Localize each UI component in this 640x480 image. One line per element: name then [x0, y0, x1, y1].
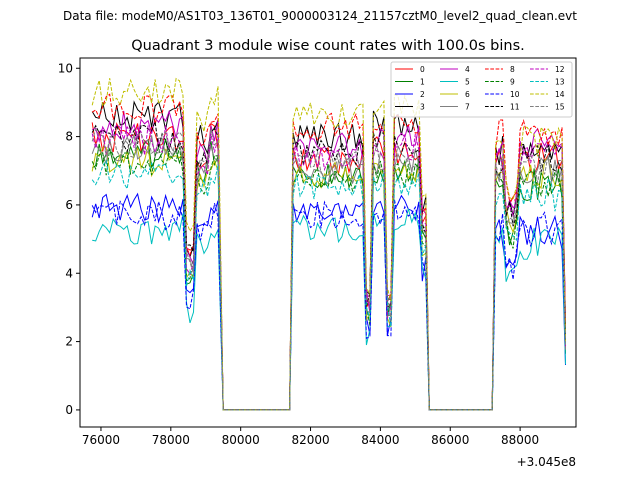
legend-label: 6 — [465, 90, 470, 99]
legend-box — [390, 61, 573, 118]
legend-label: 12 — [555, 65, 565, 74]
legend-label: 5 — [465, 78, 470, 87]
series-line-2 — [91, 192, 566, 411]
y-tick-label: 10 — [58, 61, 73, 75]
plot-frame — [79, 57, 577, 428]
chart-title: Quadrant 3 module wise count rates with … — [131, 38, 525, 54]
y-tick-label: 2 — [65, 335, 73, 349]
series-line-11 — [91, 121, 566, 411]
y-tick-label: 0 — [65, 403, 73, 417]
legend-label: 10 — [510, 90, 520, 99]
x-tick-label: 80000 — [222, 433, 260, 447]
y-tick-label: 6 — [65, 198, 73, 212]
ticks-layer: 76000 78000 80000 82000 84000 86000 88000 0 2 4 6 8… — [58, 61, 539, 447]
series-layer — [91, 77, 566, 411]
x-offset-label: +3.045e8 — [517, 455, 576, 469]
legend-label: 9 — [510, 78, 515, 87]
series-line-14 — [91, 77, 566, 411]
series-line-15 — [91, 127, 566, 411]
series-line-12 — [91, 124, 566, 411]
legend-label: 11 — [510, 103, 520, 112]
x-tick-label: 76000 — [82, 433, 120, 447]
series-line-10 — [91, 199, 566, 411]
legend-label: 4 — [465, 65, 470, 74]
x-tick-label: 84000 — [361, 433, 399, 447]
x-tick-label: 82000 — [291, 433, 329, 447]
legend-label: 2 — [420, 90, 425, 99]
series-line-13 — [91, 159, 566, 411]
legend-label: 3 — [420, 103, 425, 112]
series-line-5 — [92, 208, 566, 411]
legend-label: 13 — [555, 78, 565, 87]
legend-label: 1 — [420, 78, 425, 87]
legend-label: 15 — [555, 103, 565, 112]
legend-label: 7 — [465, 103, 470, 112]
legend-label: 0 — [420, 65, 425, 74]
x-tick-label: 78000 — [152, 433, 190, 447]
legend-label: 14 — [555, 90, 565, 99]
y-tick-label: 4 — [65, 266, 73, 280]
x-tick-label: 88000 — [501, 433, 539, 447]
x-tick-label: 86000 — [431, 433, 469, 447]
y-tick-label: 8 — [65, 130, 73, 144]
legend-label: 8 — [510, 65, 515, 74]
suptitle: Data file: modeM0/AS1T03_136T01_90000031… — [63, 9, 577, 23]
